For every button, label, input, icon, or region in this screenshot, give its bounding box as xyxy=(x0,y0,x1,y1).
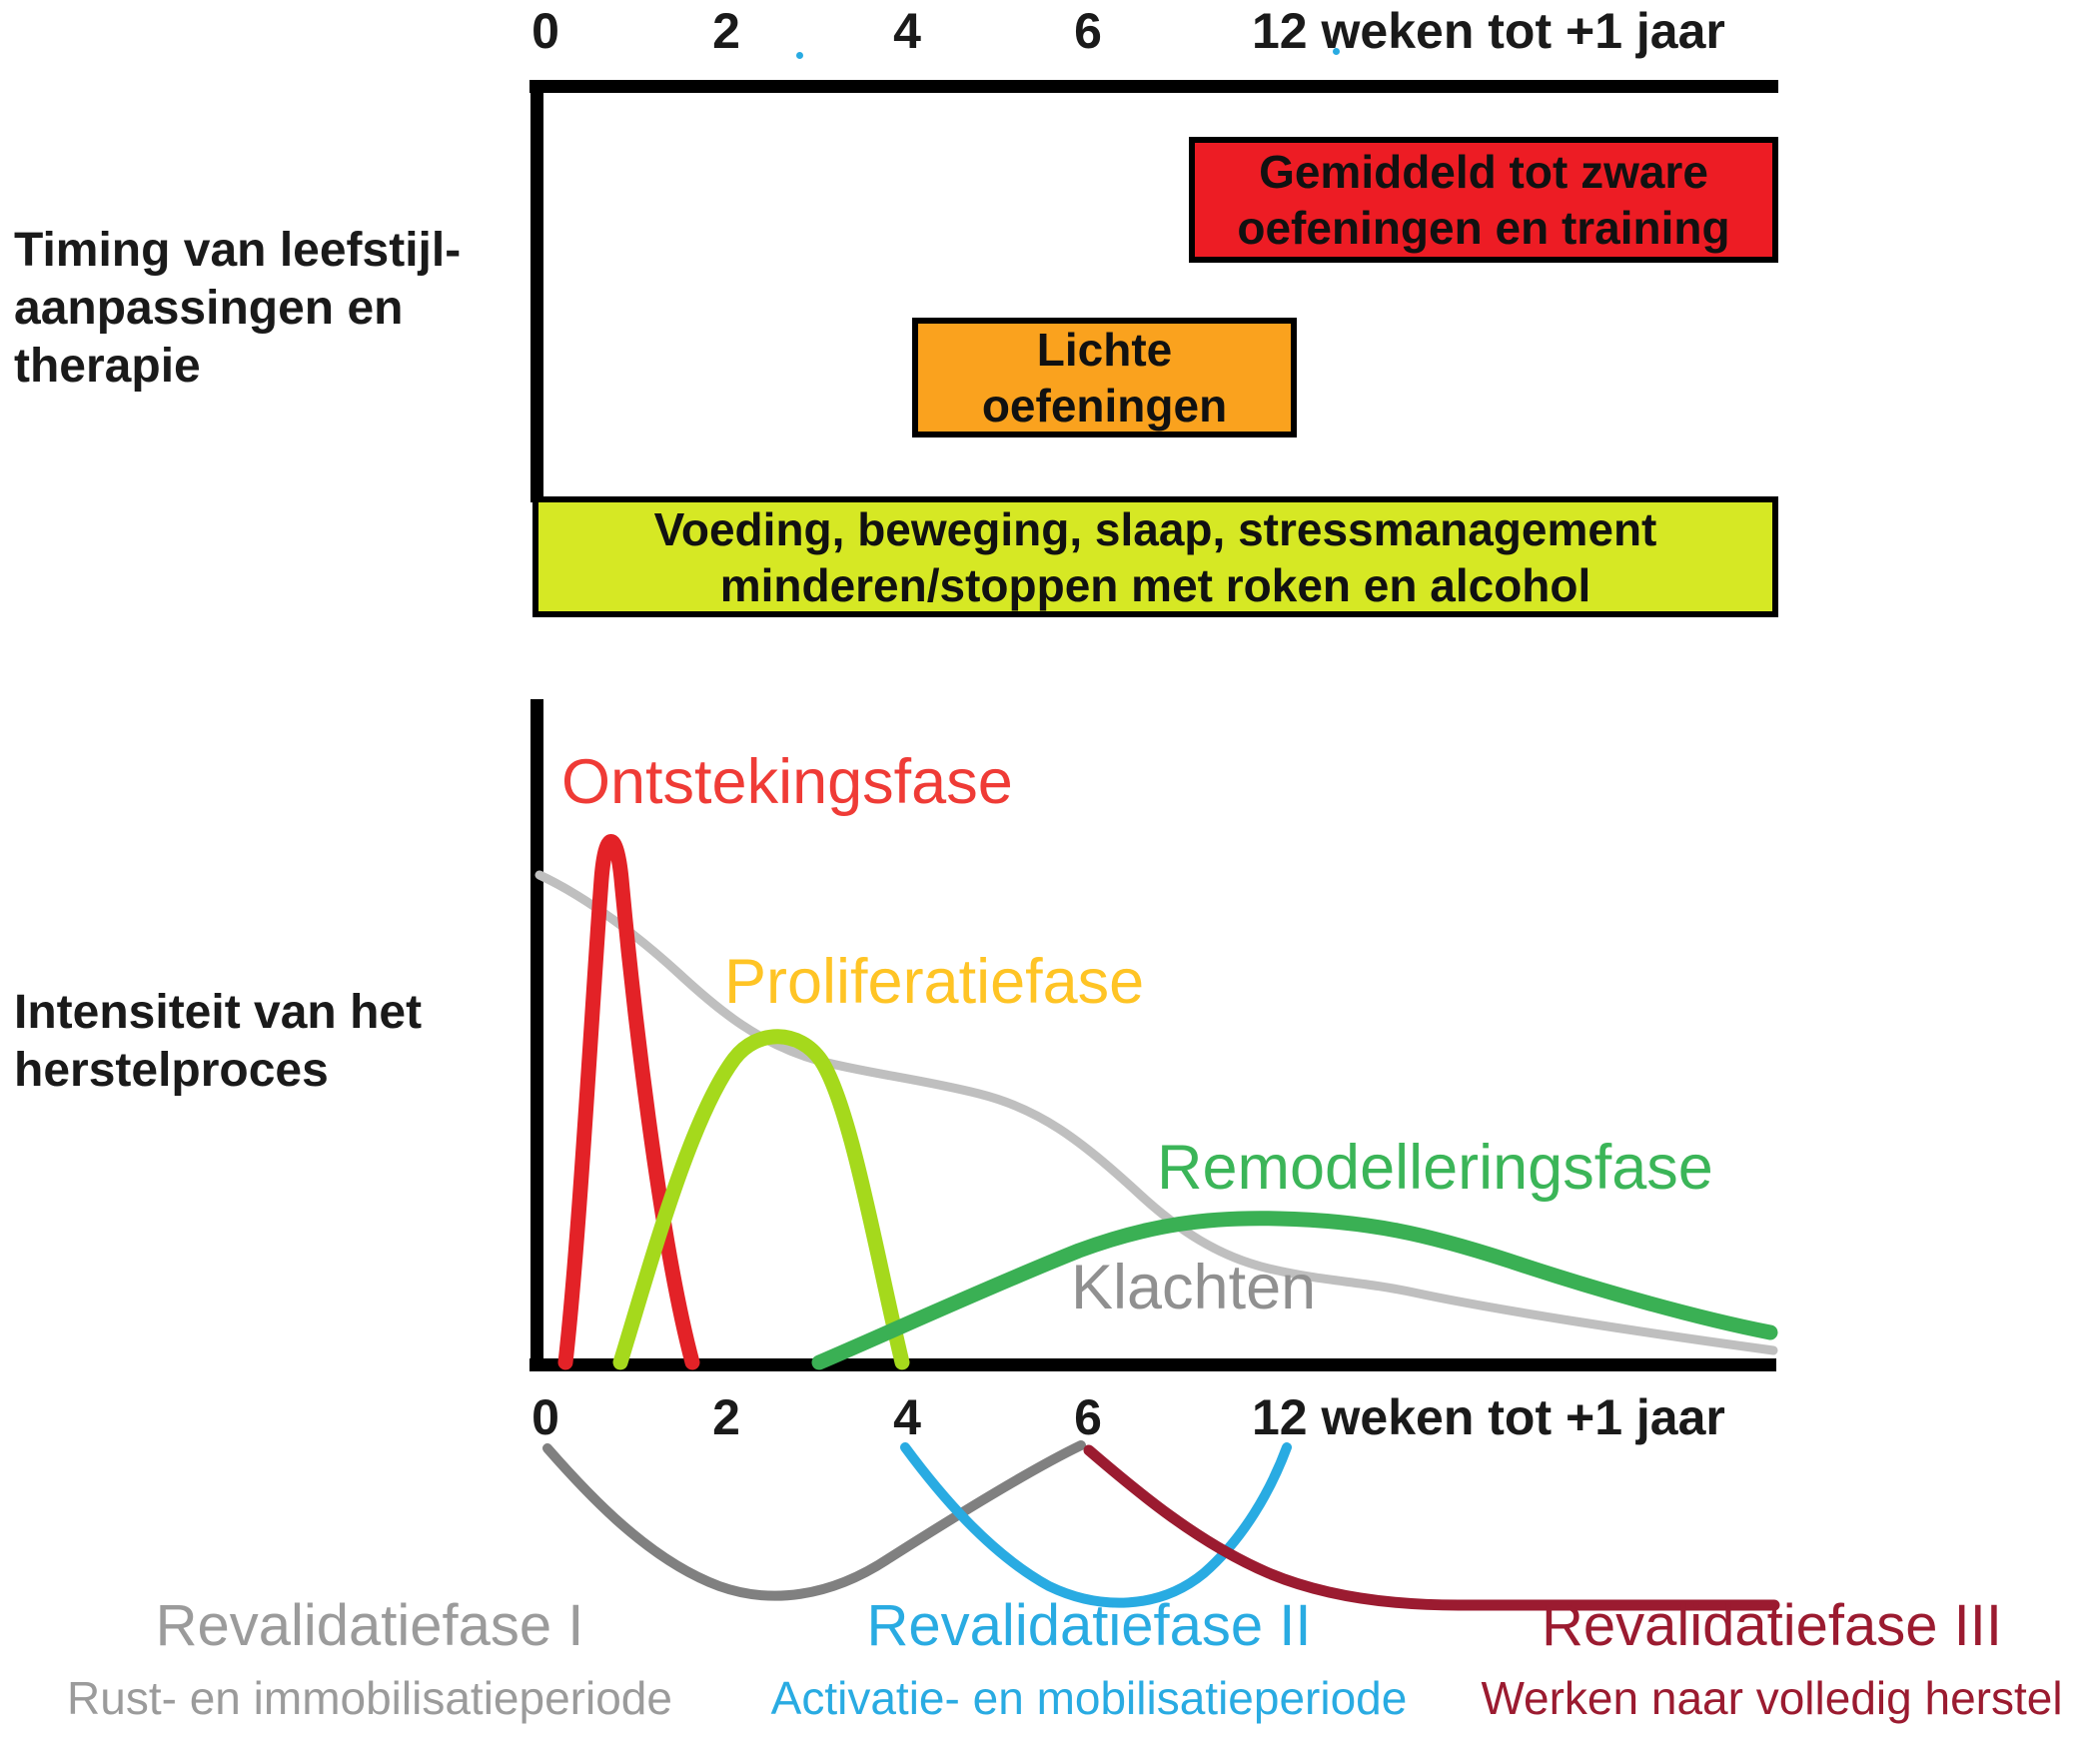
lifestyle-line2: minderen/stoppen met roken en alcohol xyxy=(719,558,1591,611)
revalidatiefase2-curve xyxy=(900,1442,1292,1608)
bottom-axis-end-label: 12 weken tot +1 jaar xyxy=(1252,1389,1725,1445)
top-axis-tick-2: 2 xyxy=(712,3,740,59)
ontstekingsfase-curve xyxy=(557,834,700,1370)
top-axis-end-label: 12 weken tot +1 jaar xyxy=(1252,3,1725,59)
proliferatiefase-label: Proliferatiefase xyxy=(724,947,1145,1017)
phase-2-labels: Revalidatiefase II Activatie- en mobilis… xyxy=(754,1593,1424,1725)
intensity-title-line2: herstelproces xyxy=(14,1044,329,1097)
proliferatiefase-curve xyxy=(612,1029,910,1370)
lifestyle-line1: Voeding, beweging, slaap, stressmanageme… xyxy=(653,502,1657,555)
light-exercise-line1: Lichte xyxy=(1036,324,1173,376)
revalidatiefase1-curve xyxy=(542,1440,1086,1601)
light-exercise-box: Lichte oefeningen xyxy=(912,318,1297,437)
top-axis-tick-6: 6 xyxy=(1074,3,1102,59)
phase-1-title: Revalidatiefase I xyxy=(155,1593,584,1658)
stray-dot xyxy=(1333,48,1340,55)
heavy-training-line1: Gemiddeld tot zware xyxy=(1259,146,1708,198)
phase-1-labels: Revalidatiefase I Rust- en immobilisatie… xyxy=(30,1593,709,1725)
heavy-training-line2: oefeningen en training xyxy=(1237,202,1730,254)
timing-title-line3: therapie xyxy=(14,340,201,393)
top-axis-tick-4: 4 xyxy=(893,3,921,59)
timing-title-line1: Timing van leefstijl- xyxy=(14,224,462,277)
stray-dot xyxy=(796,52,803,59)
intensity-title-line1: Intensiteit van het xyxy=(14,986,423,1039)
chart1-left-axis-line xyxy=(530,80,543,502)
chart2-left-axis-line xyxy=(530,699,543,1371)
chart1-top-axis-line xyxy=(529,80,1778,93)
phase-2-subtitle: Activatie- en mobilisatieperiode xyxy=(770,1672,1408,1724)
remodelleringsfase-label: Remodelleringsfase xyxy=(1157,1133,1713,1203)
light-exercise-line2: oefeningen xyxy=(981,380,1228,432)
klachten-label: Klachten xyxy=(1071,1253,1317,1322)
phase-2-title: Revalidatiefase II xyxy=(866,1593,1312,1658)
bottom-axis-tick-0: 0 xyxy=(531,1389,559,1445)
phase-3-labels: Revalidatiefase III Werken naar volledig… xyxy=(1444,1593,2100,1725)
revalidatiefase3-curve xyxy=(1083,1444,1780,1611)
chart2-bottom-axis-line xyxy=(529,1358,1776,1371)
heavy-training-box: Gemiddeld tot zware oefeningen en traini… xyxy=(1189,137,1778,263)
timing-title-line2: aanpassingen en xyxy=(14,282,404,335)
phase-3-title: Revalidatiefase III xyxy=(1541,1593,2003,1658)
lifestyle-box: Voeding, beweging, slaap, stressmanageme… xyxy=(532,496,1778,617)
bottom-axis-tick-2: 2 xyxy=(712,1389,740,1445)
top-axis-tick-0: 0 xyxy=(531,3,559,59)
bottom-axis-tick-6: 6 xyxy=(1074,1389,1102,1445)
bottom-axis-tick-4: 4 xyxy=(893,1389,921,1445)
phase-3-subtitle: Werken naar volledig herstel xyxy=(1481,1672,2063,1724)
phase-1-subtitle: Rust- en immobilisatieperiode xyxy=(67,1672,672,1724)
intensity-panel-title: Intensiteit van het herstelproces xyxy=(14,984,422,1100)
ontstekingsfase-label: Ontstekingsfase xyxy=(561,747,1013,817)
timing-panel-title: Timing van leefstijl- aanpassingen en th… xyxy=(14,222,461,396)
